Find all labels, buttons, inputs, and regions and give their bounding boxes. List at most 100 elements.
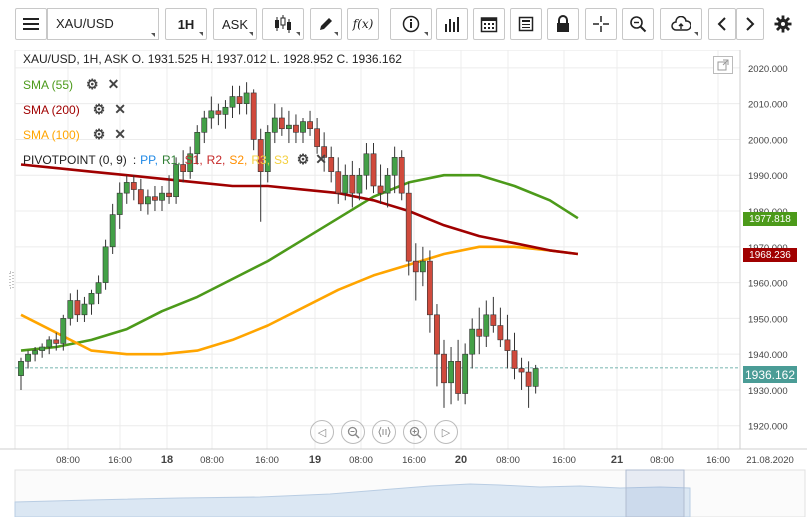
price-tick-label: 1990.000: [748, 171, 788, 182]
chart-type-caret-icon: [296, 32, 300, 36]
candle-body: [250, 92, 257, 140]
candle: [426, 250, 433, 333]
price-tick-label: 1950.000: [748, 314, 788, 325]
candle-body: [391, 157, 398, 176]
candle: [81, 296, 88, 322]
candle: [391, 146, 398, 194]
draw-button[interactable]: [310, 8, 342, 40]
close-icon[interactable]: ✕: [315, 151, 328, 167]
navigator[interactable]: [14, 469, 806, 517]
candle-body: [532, 368, 539, 387]
time-tick-label: 21.08.2020: [746, 455, 794, 466]
gear-icon[interactable]: ⚙: [296, 151, 310, 167]
candle-body: [194, 132, 201, 155]
zoom-out-button[interactable]: [341, 420, 365, 444]
crosshair-button[interactable]: [585, 8, 617, 40]
candle-body: [257, 139, 264, 172]
candle: [497, 307, 504, 348]
candle-body: [342, 174, 349, 194]
zoom-icon: [630, 16, 647, 33]
candle: [441, 339, 447, 408]
time-axis[interactable]: 08:00 16:00 18 08:00 16:00 19 08:00 16:00 20 08:0…: [0, 448, 807, 466]
candle-body: [462, 353, 469, 394]
expand-button[interactable]: [713, 56, 733, 74]
candle-body: [32, 350, 38, 355]
cloud-button[interactable]: [660, 8, 702, 40]
gear-icon[interactable]: ⚙: [92, 101, 106, 117]
close-icon[interactable]: ✕: [114, 101, 126, 117]
pivot-legend: PIVOTPOINT (0, 9) : PP, R1, S1, R2, S2, R3, S3…: [23, 151, 327, 168]
candle-body: [102, 246, 109, 283]
zoom-in-button[interactable]: [403, 420, 427, 444]
indicators-button[interactable]: f(x): [347, 8, 379, 40]
pivot-items: PP, R1, S1, R2, S2, R3, S3: [140, 153, 293, 167]
symbol-input[interactable]: XAU/USD: [47, 8, 159, 40]
news-button[interactable]: [510, 8, 542, 40]
scroll-left-button[interactable]: [708, 8, 736, 40]
nav-back-button[interactable]: ◁: [310, 420, 334, 444]
close-icon[interactable]: ✕: [114, 126, 126, 142]
candle-body: [349, 174, 356, 194]
price-chart[interactable]: 1920.000 1930.000 1940.000 1950.000 1960.000…: [0, 50, 807, 517]
settings-button[interactable]: [768, 8, 798, 40]
cloud-caret-icon: [694, 32, 698, 36]
candle: [229, 85, 236, 118]
candle-body: [384, 174, 391, 194]
chart-type-button[interactable]: [262, 8, 304, 40]
candle: [264, 125, 271, 183]
close-icon[interactable]: ✕: [107, 76, 120, 92]
lock-icon: [557, 15, 569, 32]
gear-icon[interactable]: ⚙: [86, 76, 99, 92]
calendar-button[interactable]: [473, 8, 505, 40]
candle-body: [398, 157, 405, 194]
candle-body: [264, 132, 271, 172]
candle: [285, 110, 292, 144]
price-tick-label: 2020.000: [748, 64, 788, 75]
volume-button[interactable]: [436, 8, 468, 40]
candle: [32, 347, 38, 362]
news-icon: [518, 16, 534, 32]
candle: [525, 361, 532, 408]
candle: [363, 143, 370, 190]
candle-body: [109, 214, 116, 248]
candle: [95, 275, 102, 305]
zoom-out-icon: [347, 426, 360, 439]
candle-body: [236, 96, 243, 104]
pivot-colon: :: [132, 152, 137, 167]
candle-body: [208, 110, 215, 119]
gear-icon[interactable]: ⚙: [92, 126, 106, 142]
reset-button[interactable]: [372, 420, 396, 444]
candle: [349, 160, 356, 208]
candle: [314, 117, 320, 154]
lock-button[interactable]: [547, 8, 579, 40]
candle-body: [271, 117, 278, 133]
candle-body: [377, 185, 384, 194]
info-button[interactable]: [390, 8, 432, 40]
candle-body: [116, 192, 123, 215]
candle-body: [455, 361, 461, 394]
price-tick-label: 1960.000: [748, 279, 788, 290]
price-tick-label: 1940.000: [748, 350, 788, 361]
pivot-item-r3: R3,: [251, 152, 271, 167]
candle-body: [46, 339, 53, 348]
timeframe-button[interactable]: 1H: [165, 8, 207, 40]
pivot-item-r1: R1,: [161, 152, 181, 167]
scroll-right-button[interactable]: [736, 8, 764, 40]
candle-body: [74, 300, 81, 316]
candle-body: [137, 189, 144, 205]
candle-body: [95, 282, 102, 294]
nav-forward-button[interactable]: ▷: [434, 420, 458, 444]
candle: [215, 103, 222, 126]
price-type-button[interactable]: ASK: [213, 8, 257, 40]
candle: [300, 117, 306, 144]
navigation-controls: ◁ ▷: [310, 420, 458, 444]
candle: [476, 307, 483, 355]
zoom-button[interactable]: [622, 8, 654, 40]
price-tick-label: 2000.000: [748, 135, 788, 146]
time-tick-label: 16:00: [402, 455, 426, 466]
menu-button[interactable]: [15, 8, 47, 40]
pivot-item-pp: PP,: [140, 152, 158, 167]
candle: [405, 182, 412, 276]
candle: [145, 189, 151, 215]
candle: [39, 343, 46, 358]
